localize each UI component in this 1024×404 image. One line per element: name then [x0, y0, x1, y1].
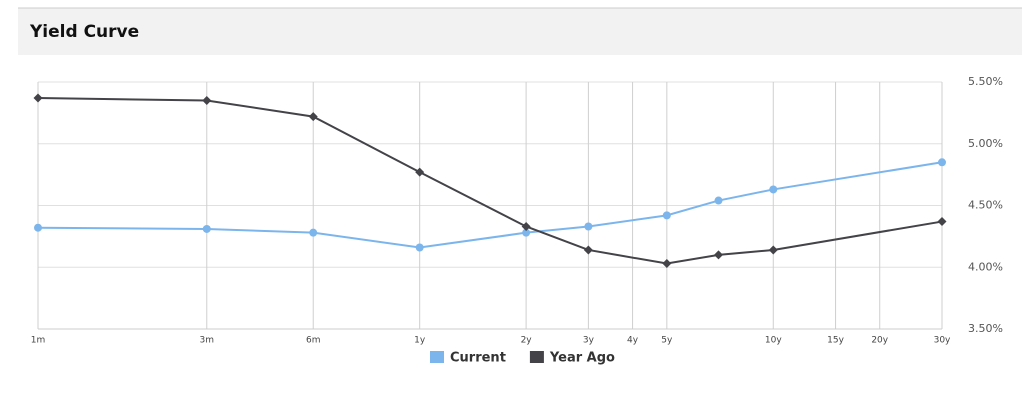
x-tick-label: 10y: [765, 336, 782, 346]
y-tick-label: 5.00%: [968, 137, 1003, 150]
point: [583, 245, 593, 255]
x-tick-label: 20y: [871, 336, 888, 346]
x-tick-label: 3m: [200, 336, 215, 346]
legend-label[interactable]: Current: [450, 351, 506, 366]
x-tick-label: 30y: [934, 336, 951, 346]
header-band: [18, 8, 1022, 55]
point: [202, 224, 211, 233]
legend-label[interactable]: Year Ago: [549, 351, 615, 366]
point: [768, 245, 778, 255]
point: [937, 217, 947, 227]
point: [522, 228, 531, 237]
point: [202, 96, 212, 106]
legend-swatch[interactable]: [529, 351, 544, 363]
point: [34, 223, 42, 232]
x-tick-label: 3y: [583, 336, 595, 346]
x-tick-label: 1m: [31, 336, 46, 346]
x-tick-label: 1y: [414, 336, 426, 346]
x-tick-label: 15y: [827, 336, 844, 346]
point: [309, 228, 318, 237]
x-tick-label: 2y: [521, 336, 533, 346]
point: [521, 221, 531, 231]
point: [714, 250, 724, 260]
y-tick-label: 3.50%: [968, 322, 1003, 335]
series-line: [37, 161, 943, 249]
y-tick-label: 5.50%: [968, 75, 1003, 88]
point: [584, 222, 593, 231]
point: [308, 112, 318, 122]
chart-title: Yield Curve: [29, 22, 139, 42]
series-line: [37, 97, 943, 265]
point: [33, 93, 43, 103]
point: [662, 259, 672, 269]
point: [714, 196, 723, 205]
point: [769, 185, 778, 194]
y-tick-label: 4.50%: [968, 199, 1003, 212]
x-tick-label: 6m: [306, 336, 321, 346]
x-tick-label: 5y: [661, 336, 673, 346]
legend-swatch[interactable]: [430, 351, 444, 363]
point: [415, 243, 424, 252]
point: [662, 211, 671, 220]
point: [415, 167, 425, 177]
x-tick-label: 4y: [627, 336, 639, 346]
point: [938, 158, 946, 167]
y-tick-label: 4.00%: [968, 260, 1003, 273]
